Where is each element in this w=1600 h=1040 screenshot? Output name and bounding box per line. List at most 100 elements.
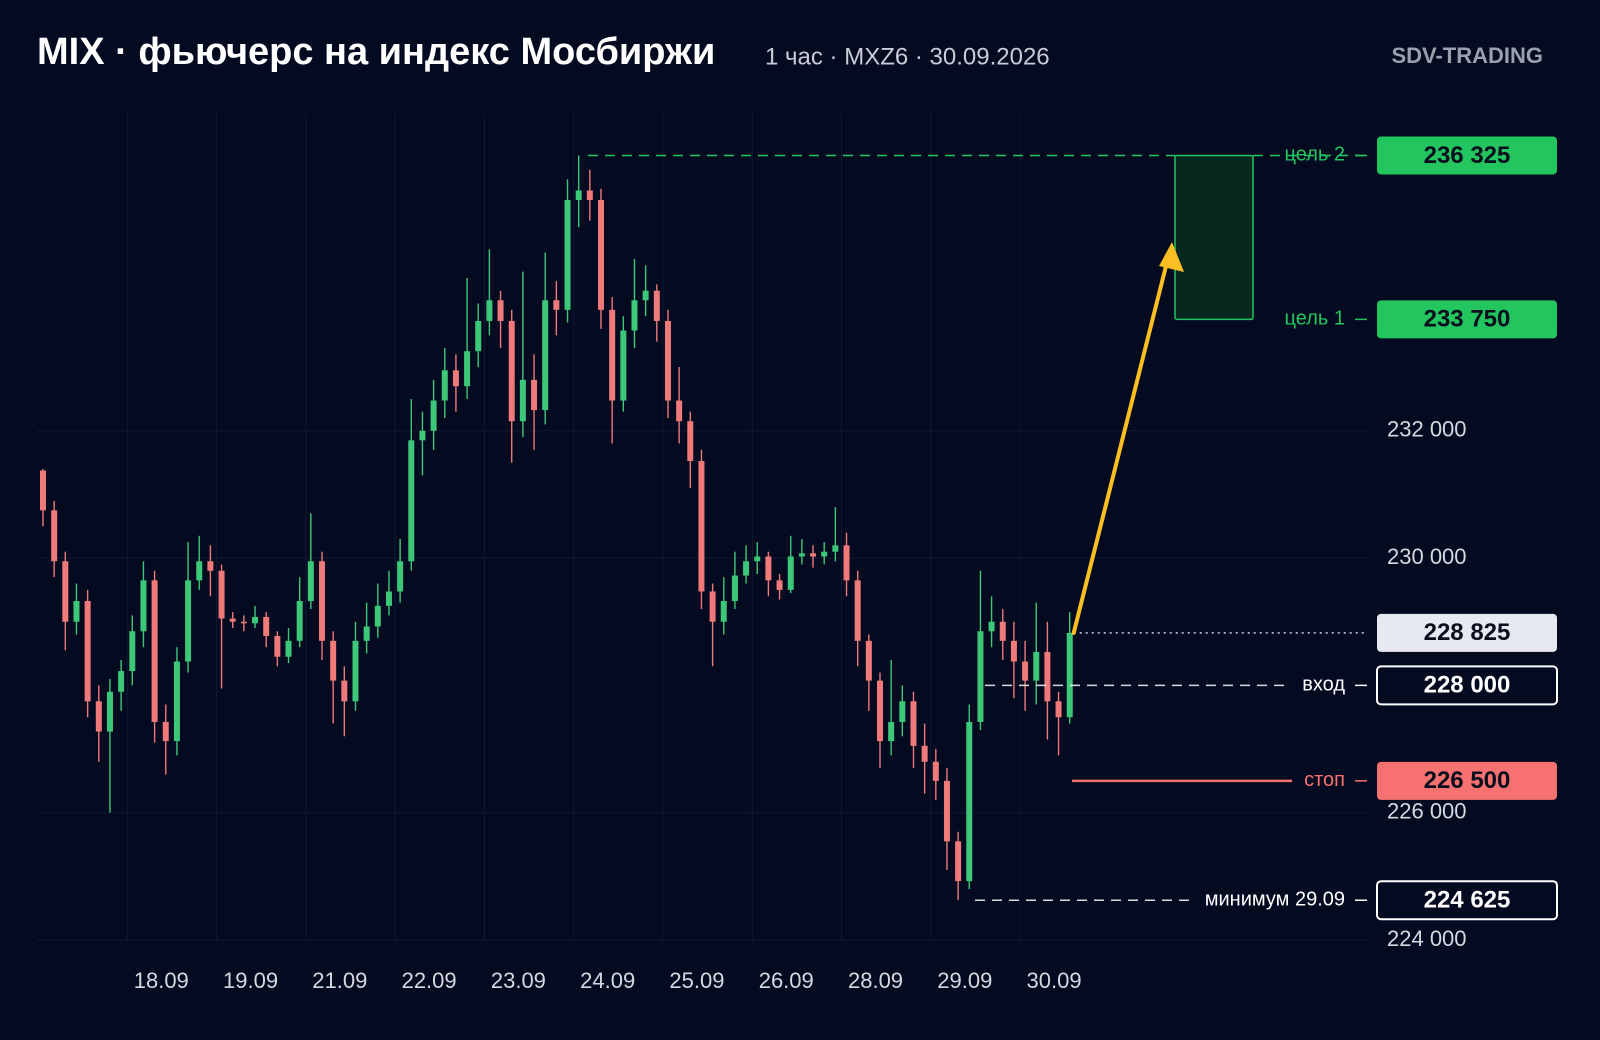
candle-body [363, 626, 370, 641]
candle-body [274, 636, 281, 657]
candle-body [40, 470, 46, 511]
price-box [1377, 300, 1557, 339]
candle-body [196, 561, 203, 581]
candle-body [542, 300, 549, 411]
candle-body [877, 680, 883, 742]
candle-body [330, 640, 337, 681]
x-tick-label: 30.09 [1027, 968, 1082, 993]
y-tick-label: 230 000 [1387, 544, 1467, 569]
candle-body [664, 320, 671, 401]
level-label: минимум 29.09 [1205, 888, 1345, 910]
price-box [1377, 136, 1557, 175]
level-label: стоп [1304, 769, 1345, 791]
candle-body [162, 721, 169, 742]
candle-body [586, 190, 593, 201]
y-tick-label: 226 000 [1387, 799, 1467, 824]
candle-body [1022, 661, 1029, 681]
candle-body [631, 300, 638, 331]
candle-body [988, 621, 995, 632]
candle-body [173, 661, 180, 742]
chart-title: MIX · фьючерс на индекс Мосбиржи [37, 31, 715, 73]
price-box [1377, 761, 1557, 800]
candle-body [475, 320, 482, 352]
x-tick-label: 25.09 [669, 968, 724, 993]
candle-body [1033, 651, 1040, 681]
candle-body [821, 551, 828, 557]
x-tick-label: 23.09 [491, 968, 546, 993]
candle-body [106, 691, 113, 732]
candle-body [888, 721, 895, 742]
candle-body [464, 351, 471, 387]
candle-body [263, 616, 270, 637]
candle-body [1044, 651, 1051, 702]
x-tick-label: 26.09 [759, 968, 814, 993]
candle-body [95, 701, 102, 732]
candle-body [285, 640, 292, 657]
candle-body [229, 618, 236, 622]
candle-body [787, 556, 794, 590]
candle-body [653, 290, 660, 321]
candle-body [207, 561, 214, 571]
candle-body [575, 190, 582, 201]
x-tick-label: 29.09 [937, 968, 992, 993]
candle-body [51, 510, 58, 562]
candle-body [776, 580, 783, 590]
x-tick-label: 28.09 [848, 968, 903, 993]
candle-body [419, 430, 426, 441]
candle-body [854, 580, 861, 641]
candle-body [307, 561, 314, 602]
candle-body [129, 631, 136, 672]
candle-body [832, 545, 839, 552]
candle-body [1010, 640, 1017, 662]
candle-body [955, 841, 962, 882]
last-price-box [1377, 613, 1557, 652]
candle-body [754, 556, 761, 562]
candle-body [497, 300, 504, 321]
candle-body [296, 601, 303, 641]
candle-body [408, 440, 415, 562]
candle-body [743, 561, 750, 576]
candle-body [810, 553, 817, 557]
candle-body [553, 300, 560, 310]
price-box-label: 224 625 [1424, 887, 1511, 914]
candle-body [899, 701, 906, 722]
candle-body [598, 200, 604, 310]
candle-body [1055, 701, 1062, 718]
candle-body [374, 605, 381, 627]
candle-body [642, 290, 649, 301]
candle-body [84, 601, 91, 702]
x-tick-label: 21.09 [312, 968, 367, 993]
candle-body [352, 640, 359, 702]
forecast-arrow [1071, 264, 1168, 635]
candle-body [910, 701, 917, 746]
candle-body [720, 601, 727, 622]
x-tick-label: 24.09 [580, 968, 635, 993]
price-box-label: 228 000 [1424, 672, 1511, 699]
price-box-label: 233 750 [1424, 306, 1511, 333]
level-label: цель 2 [1285, 144, 1345, 166]
candle-body [999, 621, 1006, 641]
price-box-label: 226 500 [1424, 767, 1511, 794]
x-tick-label: 18.09 [134, 968, 189, 993]
candle-body [508, 320, 515, 422]
candle-body [687, 421, 694, 462]
candle-body [620, 330, 627, 401]
x-tick-label: 19.09 [223, 968, 278, 993]
candle-body [932, 761, 939, 781]
candle-body [240, 621, 247, 624]
candle-body [798, 553, 805, 557]
candle-body [531, 379, 538, 411]
price-box [1376, 665, 1558, 706]
candle-body [943, 780, 950, 842]
level-label: вход [1302, 674, 1345, 696]
candle-body [185, 580, 192, 662]
candle-body [698, 461, 705, 592]
candle-body [441, 370, 448, 401]
candle-body [140, 580, 147, 632]
candle-body [843, 545, 850, 581]
target-zone [1174, 154, 1254, 321]
candle-body [676, 400, 683, 422]
candle-body [486, 300, 493, 321]
price-box [1376, 880, 1558, 921]
